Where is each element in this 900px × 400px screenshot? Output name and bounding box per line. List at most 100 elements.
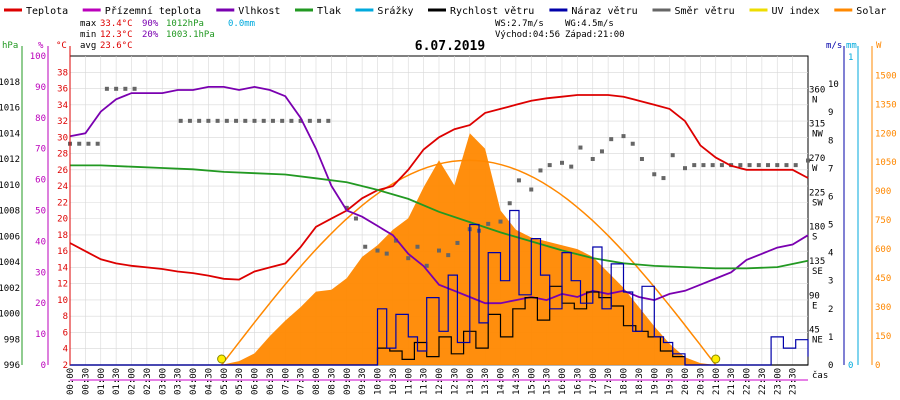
- x-tick-label-2: 01:00: [97, 368, 107, 395]
- wind-tick-4: 4: [828, 249, 833, 259]
- x-tick-label-33: 16:30: [573, 368, 583, 395]
- x-tick-label-23: 11:30: [420, 368, 430, 395]
- direction-tick-2: 135: [809, 257, 825, 267]
- wind-tick-3: 3: [828, 277, 833, 287]
- wind-direction-point: [486, 221, 491, 226]
- solar-tick-10: 1500: [875, 71, 897, 81]
- legend-label-7: Směr větru: [675, 5, 735, 17]
- wind-direction-point: [234, 118, 239, 123]
- pressure-tick-8: 1012: [0, 155, 20, 165]
- x-tick-label-29: 14:30: [512, 368, 522, 395]
- legend-label-3: Tlak: [317, 6, 341, 17]
- wind-direction-point: [784, 163, 789, 168]
- x-tick-label-0: 00:00: [66, 368, 76, 395]
- wind-direction-point: [609, 137, 614, 142]
- direction-compass-1: E: [812, 301, 817, 311]
- wind-tick-8: 8: [828, 136, 833, 146]
- rain-unit-label: mm: [846, 41, 857, 51]
- temperature-tick-5: 12: [57, 280, 68, 290]
- temperature-tick-17: 36: [57, 85, 68, 95]
- pressure-tick-6: 1008: [0, 207, 20, 217]
- wind-direction-point: [215, 118, 220, 123]
- wind-tick-6: 6: [828, 192, 833, 202]
- temperature-tick-6: 14: [57, 263, 68, 273]
- solar-theoretical-curve: [221, 159, 717, 366]
- x-tick-label-38: 19:00: [650, 368, 660, 395]
- wind-direction-point: [280, 118, 285, 123]
- wind-direction-point: [747, 163, 752, 168]
- wind-direction-point: [538, 168, 543, 173]
- wind-direction-point: [86, 141, 91, 146]
- wind-direction-point: [406, 256, 411, 261]
- x-tick-label-39: 19:30: [666, 368, 676, 395]
- legend-label-0: Teplota: [26, 6, 68, 17]
- x-tick-label-1: 00:30: [81, 368, 91, 395]
- x-tick-label-3: 01:30: [112, 368, 122, 395]
- sunset-marker: [711, 354, 721, 364]
- solar-tick-8: 1200: [875, 129, 897, 139]
- x-tick-label-8: 04:00: [189, 368, 199, 395]
- x-tick-label-40: 20:00: [681, 368, 691, 395]
- wind-direction-point: [178, 118, 183, 123]
- x-tick-label-11: 05:30: [235, 368, 245, 395]
- series-wind-gust: [70, 209, 809, 366]
- humidity-tick-7: 70: [35, 145, 46, 155]
- wind-direction-point: [498, 219, 503, 224]
- temperature-tick-4: 10: [57, 296, 68, 306]
- stat-avg-temp: 23.6°C: [100, 41, 133, 51]
- wind-direction-point: [599, 149, 604, 154]
- wind-direction-point: [375, 248, 380, 253]
- temperature-tick-0: 2: [63, 361, 68, 371]
- solar-tick-2: 300: [875, 303, 891, 313]
- x-tick-label-35: 17:30: [604, 368, 614, 395]
- x-tick-label-22: 11:00: [404, 368, 414, 395]
- direction-tick-3: 180: [809, 223, 825, 233]
- legend: Teplota Přízemní teplota Vlhkost Tlak Srážky…: [4, 5, 886, 17]
- rain-tick-0: 0: [848, 361, 853, 371]
- wind-direction-point: [437, 248, 441, 253]
- x-tick-label-19: 09:30: [358, 368, 368, 395]
- stat-min-label: min: [80, 30, 96, 40]
- direction-compass-5: W: [812, 164, 818, 174]
- wind-direction-point: [424, 263, 429, 268]
- temperature-tick-2: 6: [63, 328, 68, 338]
- pressure-tick-11: 1018: [0, 78, 20, 88]
- sunrise-time: Východ:04:56: [495, 30, 560, 40]
- wind-direction-point: [719, 163, 724, 168]
- wind-direction-point: [590, 157, 595, 161]
- direction-compass-6: NW: [812, 130, 823, 140]
- x-tick-label-13: 06:30: [266, 368, 276, 395]
- wind-direction-point: [692, 163, 697, 168]
- wind-tick-1: 1: [828, 333, 833, 343]
- wind-direction-point: [766, 163, 771, 168]
- wind-direction-point: [529, 187, 534, 192]
- wind-direction-point: [639, 157, 644, 161]
- wind-direction-point: [252, 118, 257, 123]
- humidity-tick-6: 60: [35, 176, 46, 186]
- wind-direction-point: [621, 134, 626, 139]
- x-tick-label-16: 08:00: [312, 368, 322, 395]
- x-tick-label-25: 12:30: [450, 368, 460, 395]
- solar-tick-4: 600: [875, 245, 891, 255]
- direction-tick-0: 45: [809, 326, 820, 336]
- pressure-tick-1: 998: [4, 335, 20, 345]
- x-tick-label-27: 13:30: [481, 368, 491, 395]
- wind-direction-point: [384, 251, 389, 256]
- wind-direction-point: [317, 118, 322, 123]
- sunrise-marker: [217, 354, 227, 364]
- pressure-tick-5: 1006: [0, 232, 20, 242]
- humidity-unit-label: %: [38, 41, 44, 51]
- stat-max-press: 1012hPa: [166, 19, 204, 29]
- x-tick-label-44: 22:00: [743, 368, 753, 395]
- wind-direction-point: [507, 201, 512, 206]
- wind-direction-point: [756, 163, 761, 168]
- temperature-tick-12: 26: [57, 166, 68, 176]
- wind-direction-point: [95, 141, 100, 146]
- axes: hPa9969981000100210041006100810101012101…: [0, 41, 897, 371]
- wind-direction-point: [243, 118, 248, 123]
- wind-direction-point: [353, 216, 358, 221]
- stat-max-label: max: [80, 19, 97, 29]
- temperature-tick-14: 30: [57, 133, 68, 143]
- chart-title: 6.07.2019: [415, 39, 485, 54]
- pressure-unit-label: hPa: [2, 41, 18, 51]
